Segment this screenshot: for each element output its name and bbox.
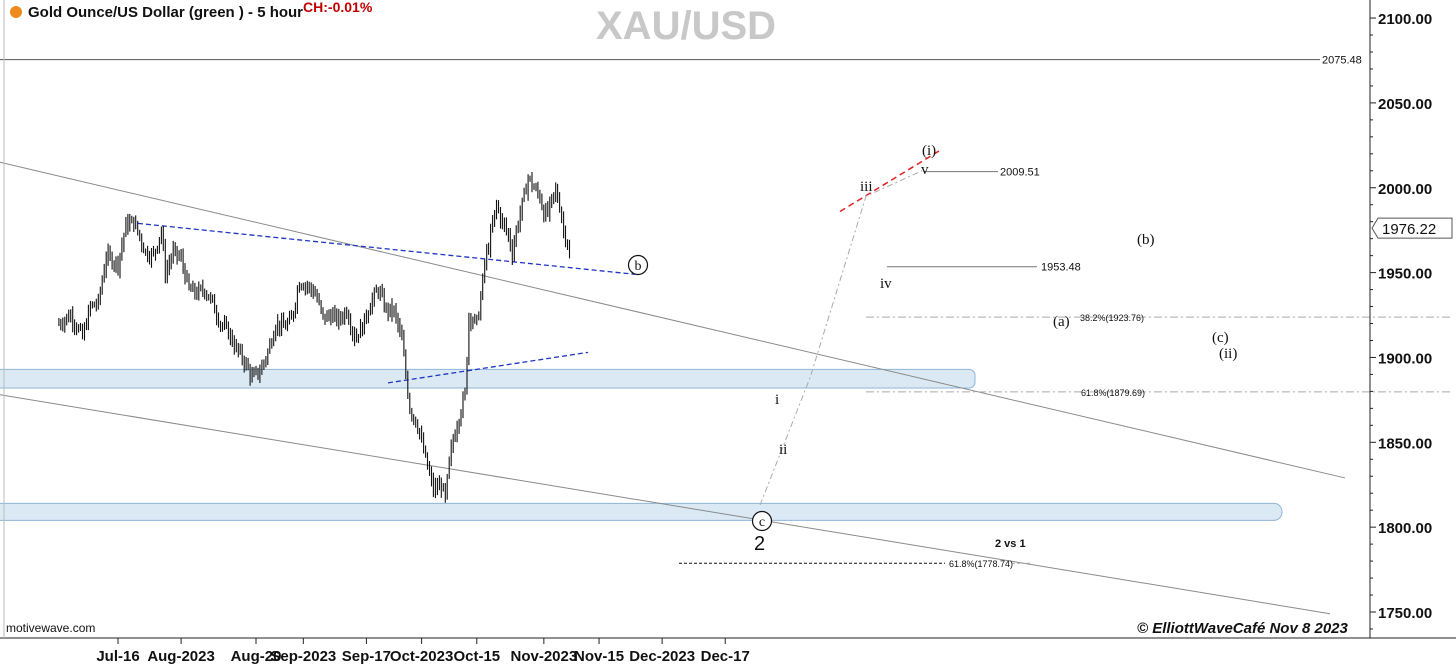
y-tick-label: 2050.00 — [1378, 96, 1432, 113]
y-tick-label: 1900.00 — [1378, 350, 1432, 367]
wave-label-b: (b) — [1137, 232, 1155, 248]
copyright-note: © ElliottWaveCafé Nov 8 2023 — [1137, 620, 1348, 637]
series-color-dot — [10, 6, 22, 18]
symbol-watermark: XAU/USD — [596, 4, 777, 48]
x-tick-label: Aug-2023 — [147, 648, 215, 665]
y-tick-label: 1950.00 — [1378, 266, 1432, 283]
chart-header: Gold Ounce/US Dollar (green ) - 5 hourCH… — [10, 0, 372, 21]
x-tick-label: Nov-2023 — [510, 648, 577, 665]
wave-label-iv: iv — [880, 276, 892, 292]
fib-label-382: 38.2%(1923.76) — [1080, 313, 1144, 323]
support-zone-upper — [0, 368, 976, 389]
y-tick-label: 1750.00 — [1378, 605, 1432, 622]
current-price-label: 1976.22 — [1382, 221, 1436, 238]
change-readout: CH:-0.01% — [303, 0, 373, 15]
x-tick-label: Aug-20 — [231, 648, 282, 665]
x-tick-label: Oct-2023 — [390, 648, 453, 665]
x-tick-label: Nov-15 — [574, 648, 624, 665]
x-tick-label: Oct-15 — [453, 648, 500, 665]
source-credit: motivewave.com — [6, 621, 96, 635]
wave-label-c: (c) — [1212, 330, 1229, 346]
x-tick-label: Jul-16 — [96, 648, 139, 665]
current-price-tag — [1371, 217, 1453, 239]
wave-label-iii: iii — [860, 179, 873, 195]
wave-label-v: v — [921, 162, 929, 178]
wave-label-2: 2 — [754, 533, 765, 555]
circle-marker-c — [751, 510, 773, 532]
y-tick-label: 1850.00 — [1378, 435, 1432, 452]
level-label-1953: 1953.48 — [1041, 262, 1081, 274]
fib-label-1778: 61.8%(1778.74) — [949, 559, 1013, 569]
support-zone-lower — [0, 502, 1283, 521]
x-tick-label: Sep-17 — [342, 648, 391, 665]
x-tick-label: Dec-17 — [701, 648, 750, 665]
x-tick-label: Sep-2023 — [270, 648, 336, 665]
circle-marker-b — [627, 254, 649, 276]
circle-label-c: c — [759, 515, 765, 530]
y-tick-label: 1800.00 — [1378, 520, 1432, 537]
wave-label-i-major: (i) — [922, 143, 936, 159]
circle-label-b: b — [635, 259, 642, 274]
level-label-2009: 2009.51 — [1000, 167, 1040, 179]
y-tick-label: 2000.00 — [1378, 181, 1432, 198]
instrument-title: Gold Ounce/US Dollar (green ) - 5 hour — [28, 4, 304, 21]
level-label-2075: 2075.48 — [1322, 55, 1362, 67]
x-tick-label: Dec-2023 — [629, 648, 695, 665]
channel-upper-line — [0, 161, 1346, 479]
wave-label-i-minor: i — [775, 392, 779, 408]
channel-lower-line — [0, 394, 1331, 615]
note-2-vs-1: 2 vs 1 — [995, 538, 1026, 550]
triangle-lower-line — [387, 351, 589, 384]
y-tick-label: 2100.00 — [1378, 11, 1432, 28]
wave-label-ii: ii — [779, 442, 787, 458]
wave-label-ii-major: (ii) — [1219, 346, 1237, 362]
wave-label-a: (a) — [1053, 314, 1070, 330]
fib-label-618: 61.8%(1879.69) — [1081, 388, 1145, 398]
triangle-upper-line — [137, 222, 636, 275]
